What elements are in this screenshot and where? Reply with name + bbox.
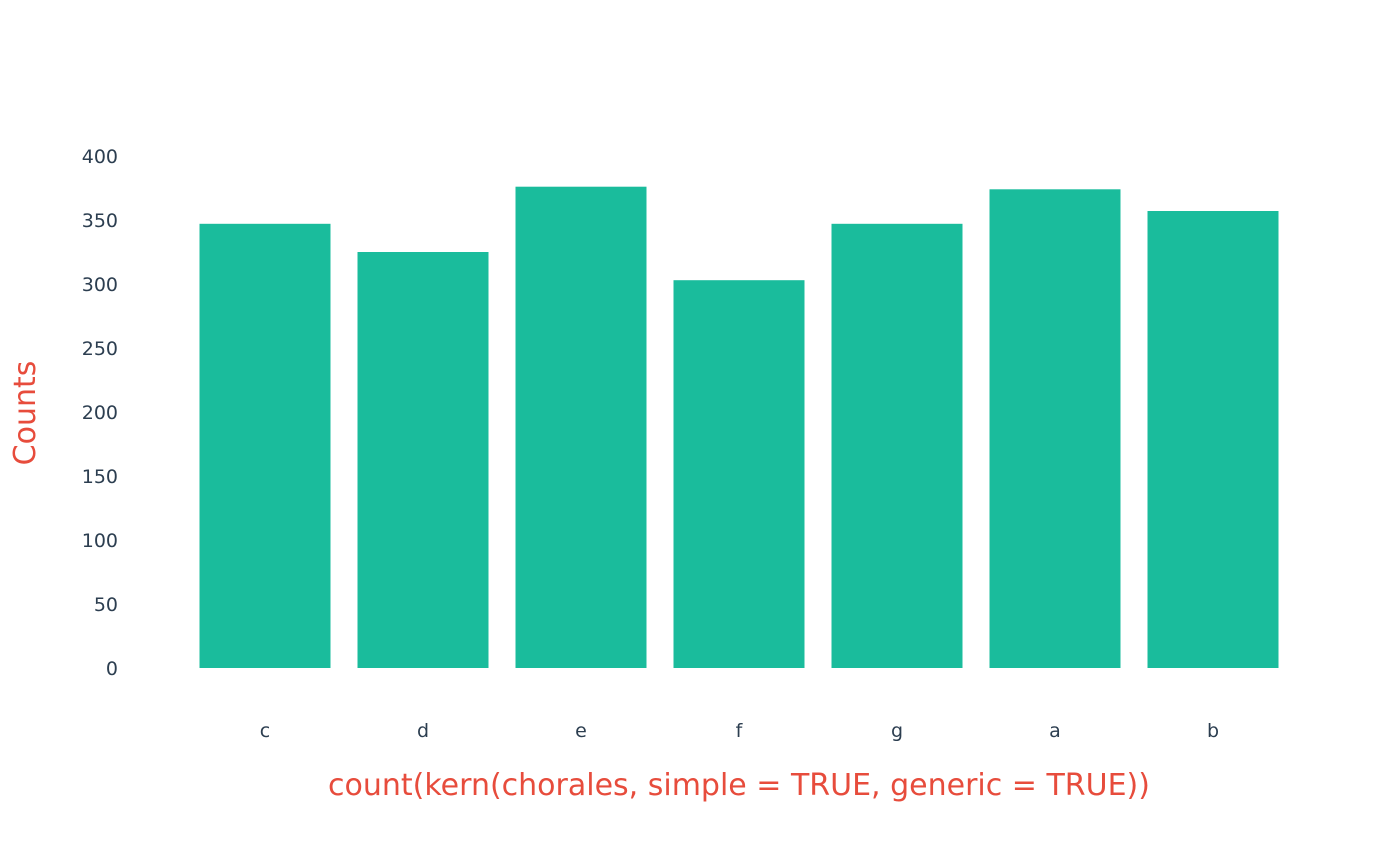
bar-f xyxy=(673,280,805,668)
y-tick-label-150: 150 xyxy=(82,466,118,488)
y-axis-ticks: 0 50 100 150 200 250 300 350 400 xyxy=(82,146,118,680)
x-tick-label-a: a xyxy=(1049,720,1061,742)
y-tick-label-250: 250 xyxy=(82,338,118,360)
y-tick-label-200: 200 xyxy=(82,402,118,424)
bars-group xyxy=(199,186,1279,669)
y-tick-label-300: 300 xyxy=(82,274,118,296)
x-axis-title: count(kern(chorales, simple = TRUE, gene… xyxy=(328,768,1150,803)
x-tick-label-e: e xyxy=(575,720,587,742)
y-tick-label-400: 400 xyxy=(82,146,118,168)
x-tick-label-f: f xyxy=(736,720,744,742)
x-tick-label-d: d xyxy=(417,720,429,742)
y-tick-label-100: 100 xyxy=(82,530,118,552)
bar-g xyxy=(831,223,963,669)
bar-c xyxy=(199,223,331,669)
bar-e xyxy=(515,186,647,668)
bar-d xyxy=(357,252,489,668)
x-tick-label-b: b xyxy=(1207,720,1219,742)
x-tick-label-c: c xyxy=(260,720,270,742)
y-tick-label-350: 350 xyxy=(82,210,118,232)
y-tick-label-50: 50 xyxy=(94,594,118,616)
y-tick-label-0: 0 xyxy=(106,658,118,680)
bar-a xyxy=(989,189,1121,669)
x-tick-label-g: g xyxy=(891,720,903,742)
y-axis-title: Counts xyxy=(8,361,43,466)
bar-b xyxy=(1147,211,1279,668)
